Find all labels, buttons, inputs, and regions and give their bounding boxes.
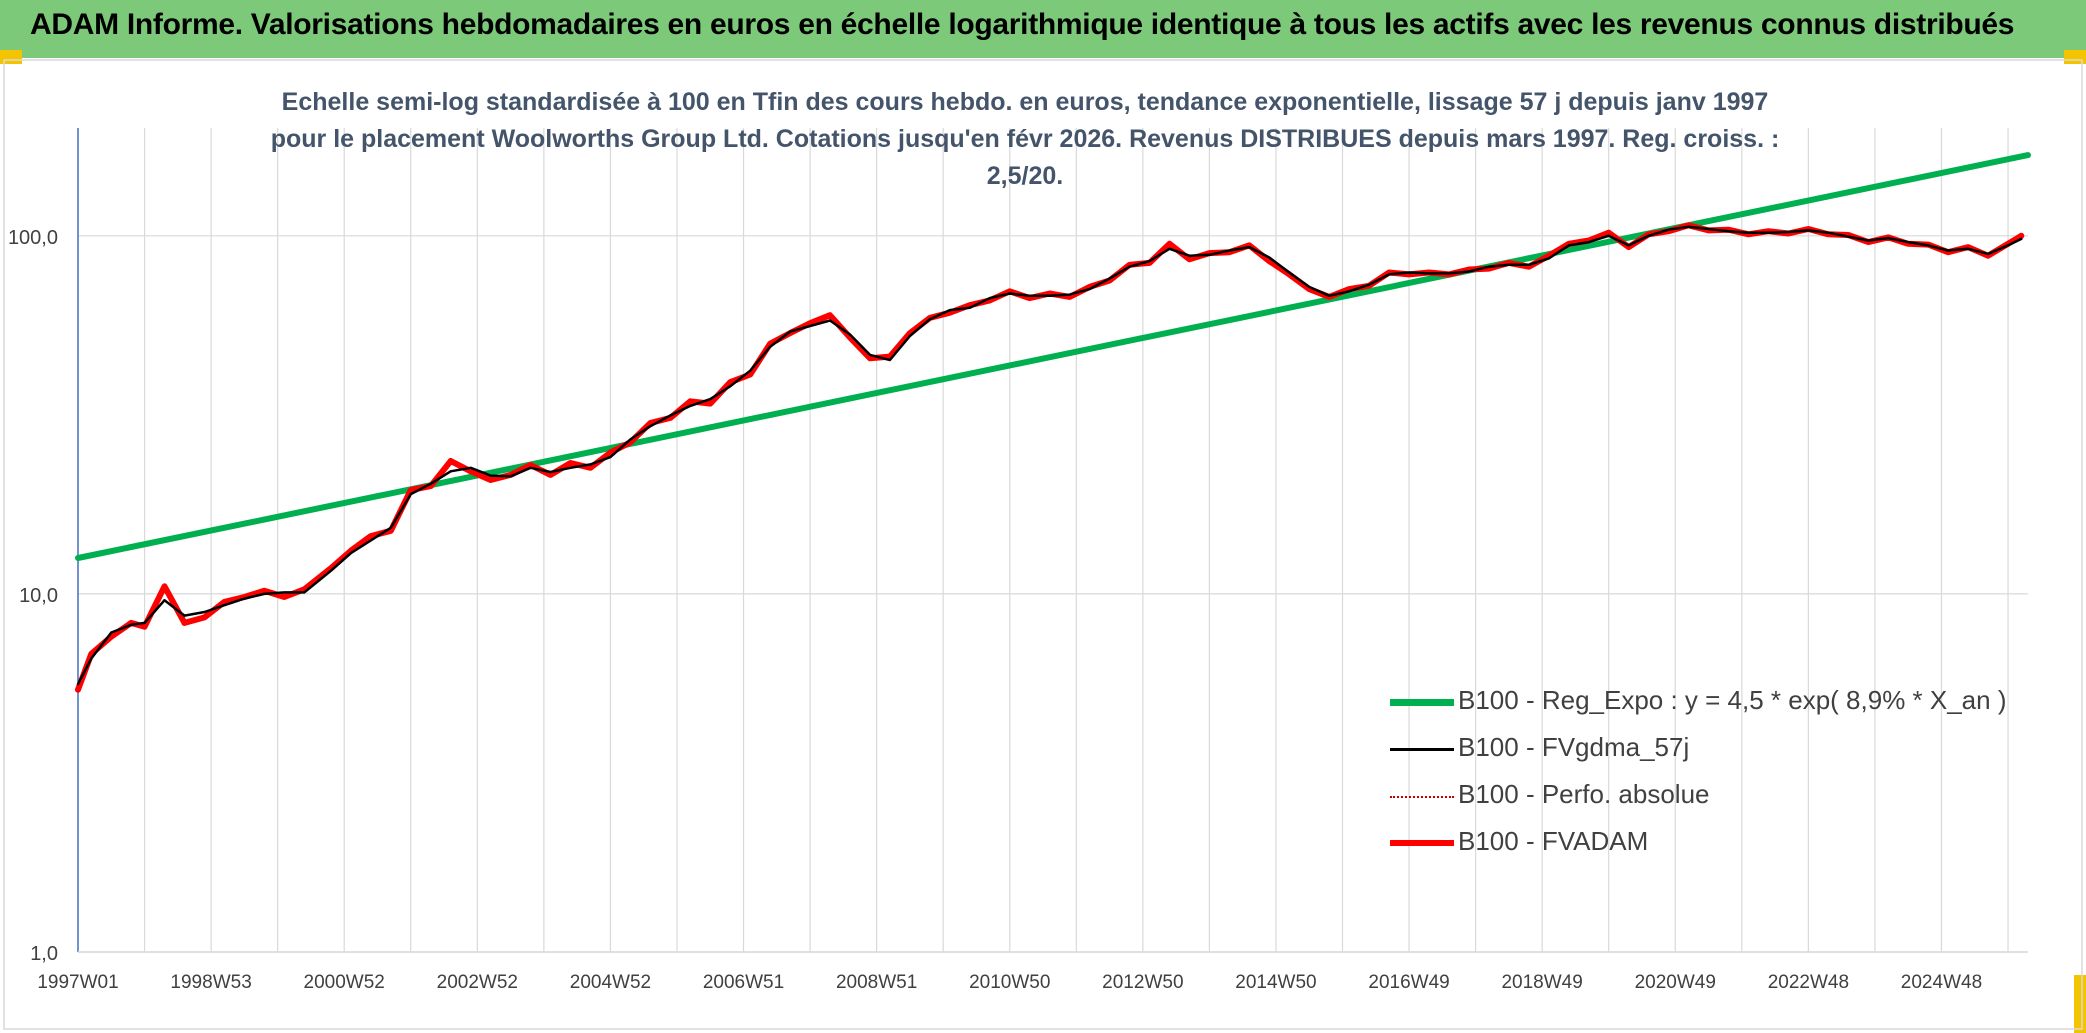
legend-label-perfo: B100 - Perfo. absolue <box>1458 779 1710 809</box>
legend-swatch-perfo <box>1390 796 1454 798</box>
x-tick-label: 2010W50 <box>969 972 1050 993</box>
series <box>75 152 2031 693</box>
x-tick-label: 2016W49 <box>1368 972 1449 993</box>
report-title: ADAM Informe. Valorisations hebdomadaire… <box>30 8 2015 41</box>
chart-frame <box>3 59 2083 1030</box>
y-tick-label: 100,0 <box>8 227 58 249</box>
x-tick-label: 2012W50 <box>1102 972 1183 993</box>
x-tick-label: 1998W53 <box>170 972 251 993</box>
y-tick-label: 1,0 <box>30 943 58 965</box>
corner-marker-bottom-right <box>2074 975 2086 1033</box>
legend-swatch-fvgdma <box>1390 748 1454 751</box>
x-tick-label: 1997W01 <box>37 972 118 993</box>
title-bar: ADAM Informe. Valorisations hebdomadaire… <box>0 0 2086 58</box>
x-tick-label: 2024W48 <box>1901 972 1982 993</box>
x-tick-label: 2002W52 <box>437 972 518 993</box>
series-line-fvgdma <box>76 225 2023 686</box>
x-tick-label: 2004W52 <box>570 972 651 993</box>
legend-label-fvgdma: B100 - FVgdma_57j <box>1458 732 1690 762</box>
x-tick-label: 2008W51 <box>836 972 917 993</box>
x-tick-label: 2000W52 <box>304 972 385 993</box>
x-tick-label: 2020W49 <box>1635 972 1716 993</box>
x-tick-label: 2022W48 <box>1768 972 1849 993</box>
legend-label-regression: B100 - Reg_Expo : y = 4,5 * exp( 8,9% * … <box>1458 685 2007 715</box>
x-tick-label: 2006W51 <box>703 972 784 993</box>
series-line-regression <box>75 152 2031 561</box>
x-tick-label: 2018W49 <box>1501 972 1582 993</box>
chart-subtitle: Echelle semi-log standardisée à 100 en T… <box>270 88 1780 190</box>
legend-swatch-regression <box>1390 699 1454 706</box>
axes: 1,0 10,0 100,0 1997W01 1998W53 2000W52 2002W52… <box>8 128 2028 993</box>
legend-label-fvadam: B100 - FVADAM <box>1458 826 1649 856</box>
legend-swatch-fvadam <box>1390 840 1454 846</box>
x-tick-label: 2014W50 <box>1235 972 1316 993</box>
y-tick-label: 10,0 <box>19 585 58 607</box>
